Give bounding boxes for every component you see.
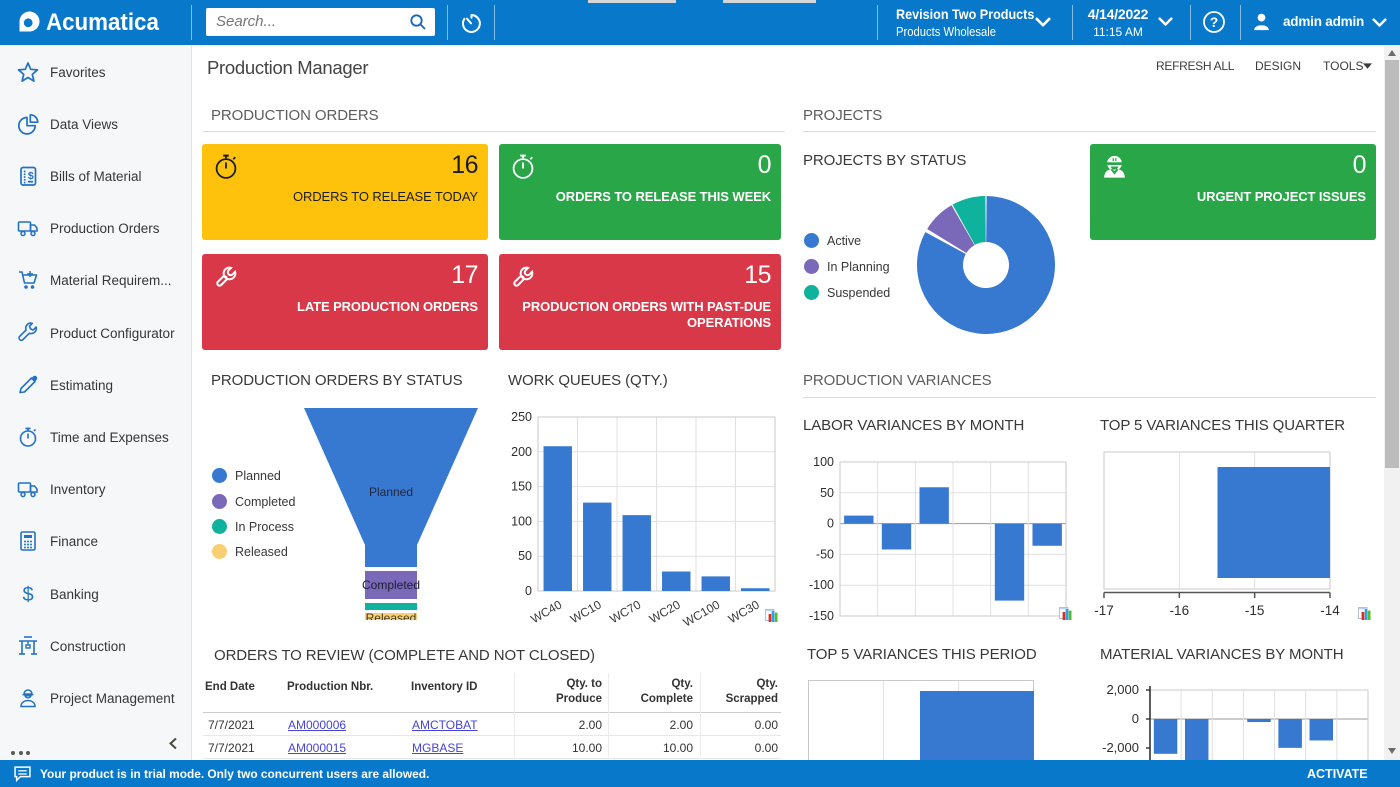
svg-text:-17: -17 [1094,603,1114,618]
svg-text:$: $ [28,170,34,182]
svg-text:$: $ [22,584,33,605]
svg-text:100: 100 [813,455,834,469]
svg-text:-16: -16 [1170,603,1190,618]
svg-text:WC10: WC10 [568,597,604,626]
svg-text:2,000: 2,000 [1106,682,1139,697]
svg-text:50: 50 [820,486,834,500]
svg-text:150: 150 [511,480,532,494]
svg-text:50: 50 [518,549,532,563]
svg-text:0: 0 [525,584,532,598]
svg-text:0: 0 [827,517,834,531]
svg-text:100: 100 [511,514,532,528]
svg-text:250: 250 [511,410,532,424]
svg-text:WC70: WC70 [607,597,643,626]
svg-text:-150: -150 [809,609,834,623]
svg-text:WC100: WC100 [681,597,723,629]
svg-text:WC30: WC30 [726,597,762,626]
svg-text:-100: -100 [809,578,834,592]
svg-text:-2,000: -2,000 [1102,740,1139,755]
svg-text:Planned: Planned [369,485,413,499]
svg-text:-14: -14 [1320,603,1340,618]
svg-text:Completed: Completed [362,578,420,592]
svg-text:-50: -50 [816,547,834,561]
svg-text:?: ? [1210,14,1219,30]
svg-text:-15: -15 [1245,603,1265,618]
svg-text:WC20: WC20 [647,597,683,626]
svg-text:Released: Released [366,611,417,620]
svg-text:0: 0 [1132,711,1139,726]
svg-text:WC40: WC40 [528,597,564,626]
svg-text:200: 200 [511,445,532,459]
